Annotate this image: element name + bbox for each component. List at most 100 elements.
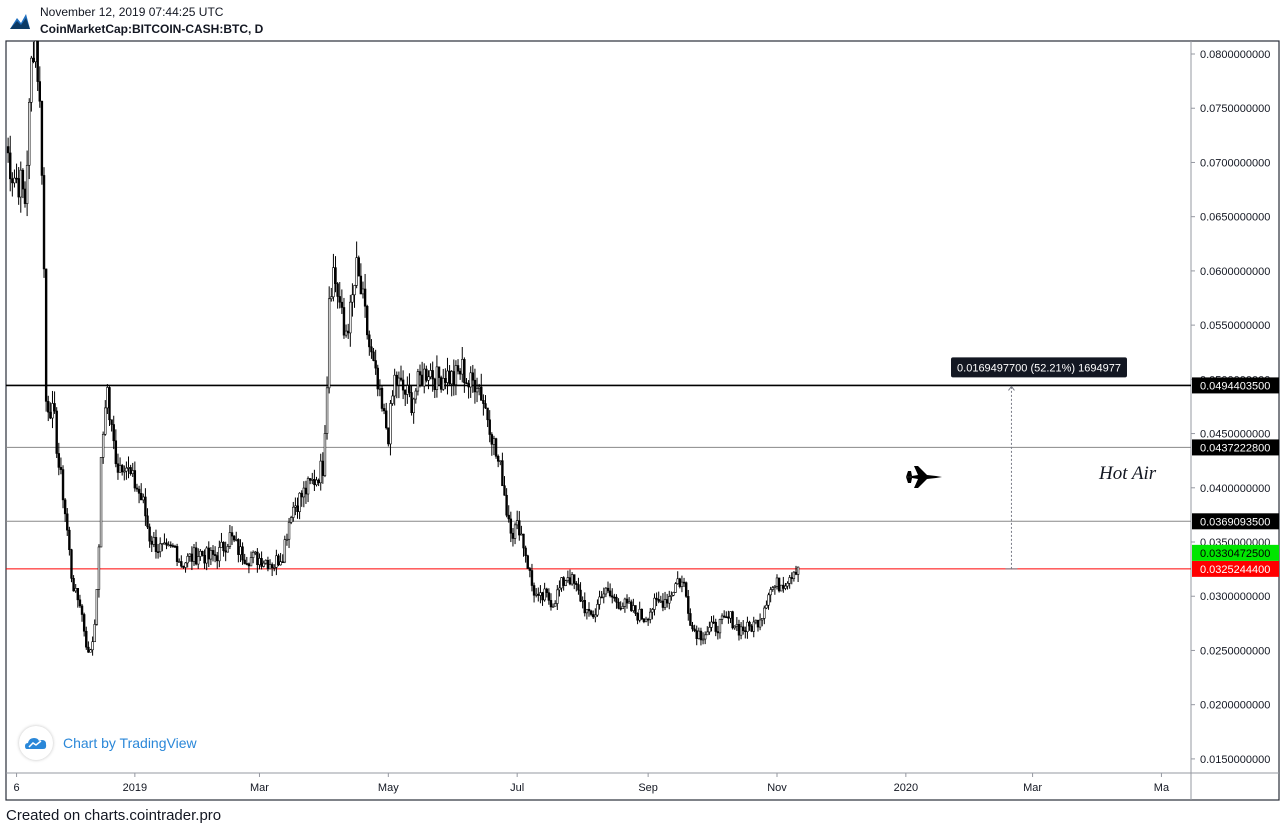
- candle: [296, 497, 299, 519]
- candle: [638, 601, 641, 623]
- candle-body: [104, 407, 107, 435]
- candle-body: [192, 547, 196, 562]
- candle: [184, 562, 187, 573]
- level-price-label-box: [1192, 513, 1279, 530]
- candle: [59, 457, 63, 475]
- candle: [401, 370, 405, 400]
- horizontal-lines: [6, 384, 1191, 570]
- candle: [283, 535, 287, 564]
- candle-body: [425, 368, 428, 381]
- candle: [573, 574, 576, 590]
- candle-body: [467, 383, 470, 388]
- candle-body: [178, 561, 181, 563]
- candle-body: [281, 561, 284, 564]
- candle-body: [315, 479, 318, 486]
- measure-label-box: [951, 357, 1127, 378]
- candle: [370, 339, 373, 359]
- candle: [106, 384, 109, 414]
- candle: [716, 625, 720, 640]
- time-axis[interactable]: 6 2019 Mar May Jul Sep Nov 2020 Mar Ma: [13, 773, 1170, 794]
- candle: [596, 599, 599, 617]
- candle-body: [165, 542, 168, 546]
- price-tick-label: 0.0450000000: [1200, 429, 1270, 441]
- candle-body: [627, 601, 631, 604]
- candle-body: [235, 539, 238, 541]
- candle-body: [486, 407, 489, 421]
- candle: [600, 591, 603, 599]
- candle-body: [59, 467, 63, 470]
- candle: [739, 622, 743, 640]
- candle: [543, 582, 546, 602]
- candle-body: [613, 596, 616, 599]
- candle-body: [268, 564, 272, 570]
- candle: [608, 583, 612, 598]
- candle: [412, 397, 415, 424]
- candle: [342, 297, 346, 339]
- candle-body: [784, 585, 787, 589]
- candle: [701, 632, 705, 645]
- candle: [82, 612, 86, 637]
- candle: [613, 593, 616, 602]
- candle: [188, 553, 191, 562]
- candle: [746, 616, 749, 639]
- price-axis[interactable]: 0.0800000000 0.0750000000 0.0700000000 0.06…: [1191, 49, 1270, 766]
- candle: [570, 572, 574, 586]
- candle-body: [750, 625, 753, 632]
- candle: [524, 545, 527, 563]
- candle-body: [11, 178, 14, 184]
- candle: [144, 488, 147, 526]
- candle-body: [209, 550, 213, 560]
- candle-body: [632, 605, 635, 611]
- candle-body: [199, 550, 202, 557]
- candle: [178, 558, 181, 563]
- candle: [423, 363, 426, 394]
- candle-body: [739, 626, 743, 636]
- candle: [264, 559, 268, 565]
- candle-body: [786, 583, 789, 587]
- candle-body: [197, 556, 200, 565]
- candle: [262, 560, 265, 568]
- candle: [70, 548, 73, 583]
- candle: [292, 501, 295, 522]
- candle-body: [218, 547, 221, 562]
- candle-body: [239, 546, 242, 555]
- candle-body: [80, 605, 84, 615]
- candle: [560, 576, 563, 592]
- level-price-label: 0.0437222800: [1200, 442, 1270, 454]
- candle-body: [423, 368, 426, 387]
- candle-body: [387, 427, 390, 445]
- candle: [243, 553, 246, 565]
- candle: [439, 375, 443, 393]
- candle: [549, 593, 553, 611]
- candle-body: [85, 630, 88, 648]
- candle: [51, 390, 54, 429]
- plot-frame: [5, 40, 1280, 801]
- tradingview-watermark[interactable]: Chart by TradingView: [19, 726, 197, 760]
- candle-body: [674, 583, 677, 593]
- candle: [418, 364, 422, 388]
- candle: [553, 600, 557, 607]
- candle-body: [539, 592, 542, 596]
- candle-body: [412, 398, 415, 414]
- candle: [53, 391, 56, 414]
- candle: [334, 256, 337, 293]
- candle: [34, 40, 37, 68]
- candle: [304, 480, 308, 504]
- candle-body: [188, 553, 191, 557]
- candle: [270, 562, 274, 576]
- candle-body: [211, 550, 215, 555]
- candle-body: [484, 403, 487, 409]
- candle-body: [372, 351, 375, 361]
- candle-body: [790, 577, 793, 579]
- candle: [192, 543, 196, 566]
- candle: [545, 587, 548, 598]
- candle-body: [564, 580, 567, 586]
- candle: [408, 373, 411, 398]
- time-tick-label: Sep: [638, 782, 658, 794]
- candle: [706, 626, 709, 636]
- candle-body: [465, 382, 468, 385]
- candle-body: [761, 618, 764, 621]
- candle: [722, 610, 726, 619]
- candle: [627, 597, 631, 604]
